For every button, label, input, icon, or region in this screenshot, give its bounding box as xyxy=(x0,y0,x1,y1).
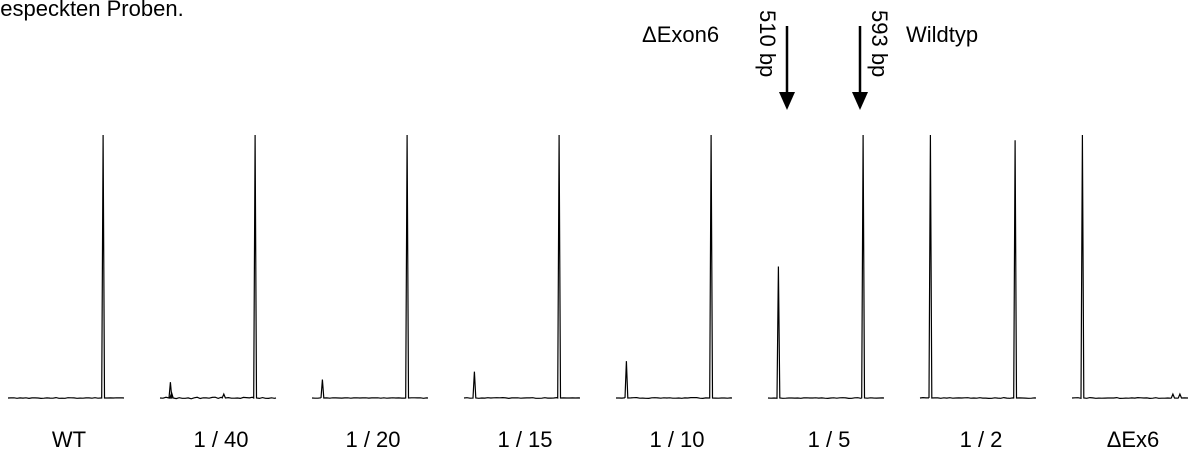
panel-label: ΔEx6 xyxy=(1107,427,1160,452)
header-text: gespeckten Proben. xyxy=(0,0,184,21)
electropherogram-trace xyxy=(767,134,885,400)
electropherogram-trace xyxy=(311,134,429,399)
panels-group: WT 1 / 40 1 / 20 1 / 15 1 / 10 1 / 5 1 / 2 ΔEx6 xyxy=(7,134,1188,452)
panel-label: 1 / 15 xyxy=(497,427,552,452)
electropherogram-trace xyxy=(463,134,581,400)
electropherogram-trace xyxy=(616,134,733,400)
panel-label: 1 / 5 xyxy=(808,427,851,452)
panel-label: 1 / 10 xyxy=(649,427,704,452)
panel-label: 1 / 2 xyxy=(960,427,1003,452)
size-510-label: 510 bp xyxy=(755,10,780,77)
arrow-510-head xyxy=(779,92,795,110)
electropherogram-trace xyxy=(919,134,1037,400)
electropherogram-trace xyxy=(7,134,125,400)
wildtype-label: Wildtyp xyxy=(906,22,978,47)
exon6-label: ΔExon6 xyxy=(642,22,719,47)
panel-label: 1 / 40 xyxy=(193,427,248,452)
arrow-593-head xyxy=(852,92,868,110)
panel-label: 1 / 20 xyxy=(345,427,400,452)
size-593-label: 593 bp xyxy=(867,10,892,77)
panel-label: WT xyxy=(52,427,86,452)
electropherogram-trace xyxy=(159,134,277,400)
electropherogram-trace xyxy=(1071,134,1188,400)
